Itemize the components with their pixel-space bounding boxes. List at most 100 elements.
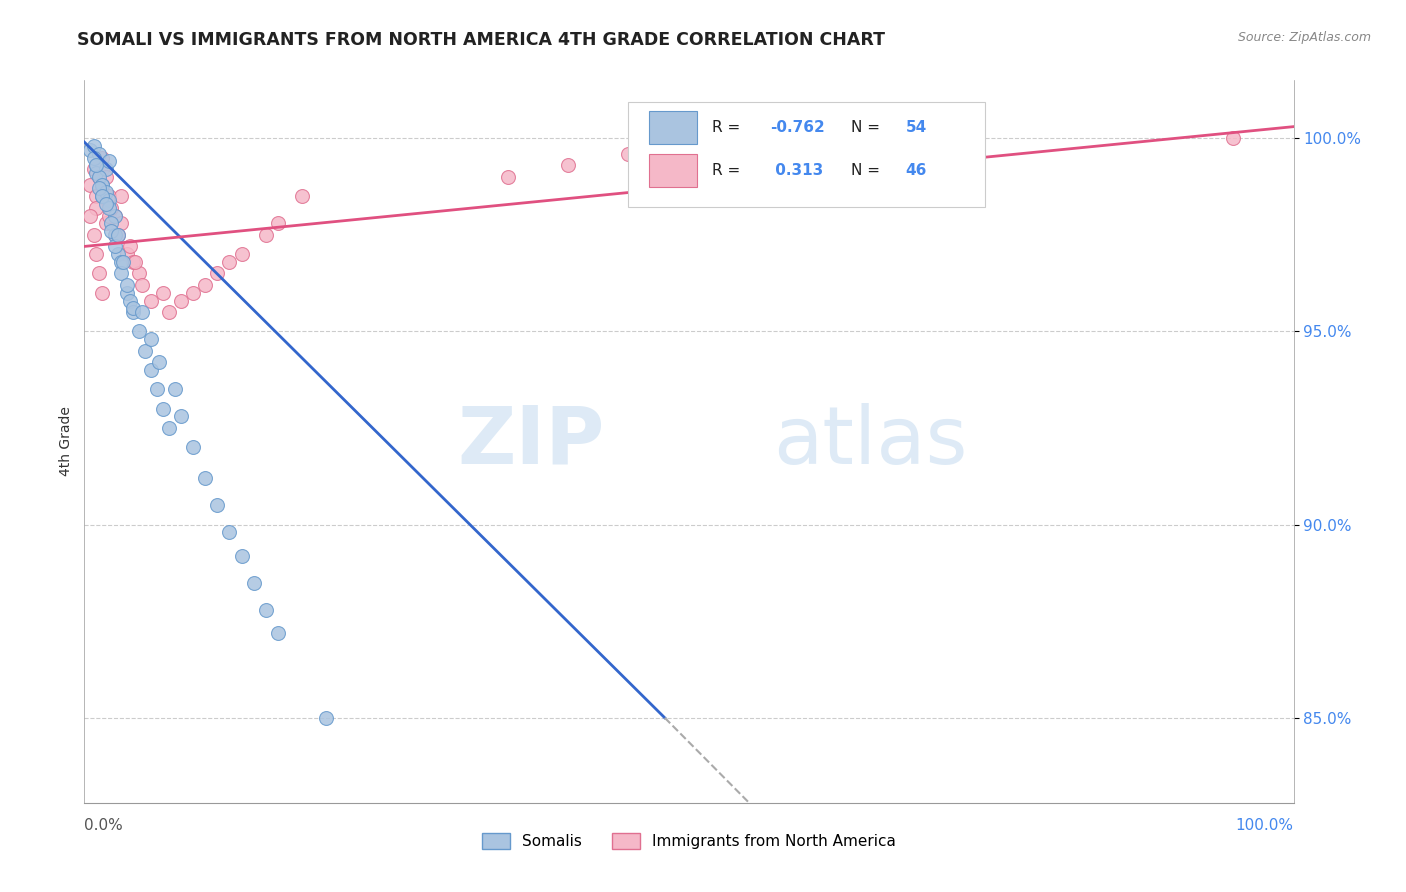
- Point: [107, 227, 129, 242]
- Point: [110, 189, 132, 203]
- Point: [152, 401, 174, 416]
- Point: [97, 201, 120, 215]
- Point: [121, 255, 143, 269]
- Text: 0.313: 0.313: [770, 163, 823, 178]
- Point: [617, 146, 640, 161]
- Point: [139, 293, 162, 308]
- Point: [157, 305, 180, 319]
- Point: [87, 181, 110, 195]
- Point: [218, 525, 240, 540]
- Point: [128, 325, 150, 339]
- Point: [291, 189, 314, 203]
- Point: [91, 189, 114, 203]
- Text: N =: N =: [851, 163, 884, 178]
- Point: [79, 178, 101, 192]
- Point: [194, 471, 217, 485]
- Point: [231, 247, 253, 261]
- Point: [120, 293, 142, 308]
- Point: [242, 575, 264, 590]
- Point: [231, 549, 253, 563]
- Point: [97, 209, 120, 223]
- Text: 46: 46: [905, 163, 927, 178]
- Point: [267, 625, 290, 640]
- Point: [83, 151, 105, 165]
- Point: [87, 169, 110, 184]
- Point: [97, 193, 120, 207]
- Legend: Somalis, Immigrants from North America: Somalis, Immigrants from North America: [482, 833, 896, 849]
- Point: [104, 227, 127, 242]
- Point: [86, 158, 108, 172]
- Point: [83, 227, 105, 242]
- Point: [94, 216, 117, 230]
- Text: R =: R =: [711, 120, 745, 135]
- Point: [104, 239, 127, 253]
- Point: [104, 209, 127, 223]
- Text: R =: R =: [711, 163, 745, 178]
- Point: [139, 332, 162, 346]
- Text: SOMALI VS IMMIGRANTS FROM NORTH AMERICA 4TH GRADE CORRELATION CHART: SOMALI VS IMMIGRANTS FROM NORTH AMERICA …: [77, 31, 886, 49]
- Point: [94, 186, 117, 200]
- Point: [124, 255, 146, 269]
- Point: [148, 355, 170, 369]
- Point: [79, 143, 101, 157]
- Point: [139, 363, 162, 377]
- Y-axis label: 4th Grade: 4th Grade: [59, 407, 73, 476]
- Point: [94, 162, 117, 177]
- Point: [496, 169, 519, 184]
- Point: [110, 267, 132, 281]
- Point: [86, 201, 108, 215]
- Point: [83, 162, 105, 177]
- Bar: [650, 154, 697, 186]
- Point: [110, 255, 132, 269]
- Point: [104, 209, 127, 223]
- Point: [100, 224, 122, 238]
- Point: [557, 158, 579, 172]
- Point: [121, 301, 143, 316]
- Point: [170, 409, 193, 424]
- Point: [86, 247, 108, 261]
- Point: [115, 285, 138, 300]
- Point: [97, 189, 120, 203]
- Point: [678, 139, 700, 153]
- Point: [181, 440, 204, 454]
- Point: [104, 227, 127, 242]
- Point: [121, 305, 143, 319]
- Point: [91, 189, 114, 203]
- Point: [86, 189, 108, 203]
- Point: [181, 285, 204, 300]
- Point: [134, 343, 156, 358]
- Point: [86, 166, 108, 180]
- Point: [146, 383, 169, 397]
- Point: [91, 178, 114, 192]
- Point: [254, 602, 277, 616]
- Text: -0.762: -0.762: [770, 120, 825, 135]
- Point: [120, 239, 142, 253]
- Point: [97, 154, 120, 169]
- FancyBboxPatch shape: [628, 102, 986, 207]
- Point: [165, 383, 187, 397]
- Point: [83, 139, 105, 153]
- Point: [87, 169, 110, 184]
- Point: [194, 278, 217, 293]
- Point: [86, 158, 108, 172]
- Point: [170, 293, 193, 308]
- Point: [94, 169, 117, 184]
- Point: [91, 178, 114, 192]
- Point: [131, 278, 153, 293]
- Text: atlas: atlas: [773, 402, 967, 481]
- Point: [218, 255, 240, 269]
- Point: [112, 255, 135, 269]
- Point: [157, 421, 180, 435]
- Point: [207, 267, 229, 281]
- Bar: [650, 111, 697, 144]
- Point: [91, 151, 114, 165]
- Point: [107, 227, 129, 242]
- Point: [267, 216, 290, 230]
- Point: [79, 209, 101, 223]
- Text: ZIP: ZIP: [457, 402, 605, 481]
- Point: [131, 305, 153, 319]
- Text: 0.0%: 0.0%: [84, 818, 124, 833]
- Point: [207, 498, 229, 512]
- Point: [128, 267, 150, 281]
- Point: [100, 201, 122, 215]
